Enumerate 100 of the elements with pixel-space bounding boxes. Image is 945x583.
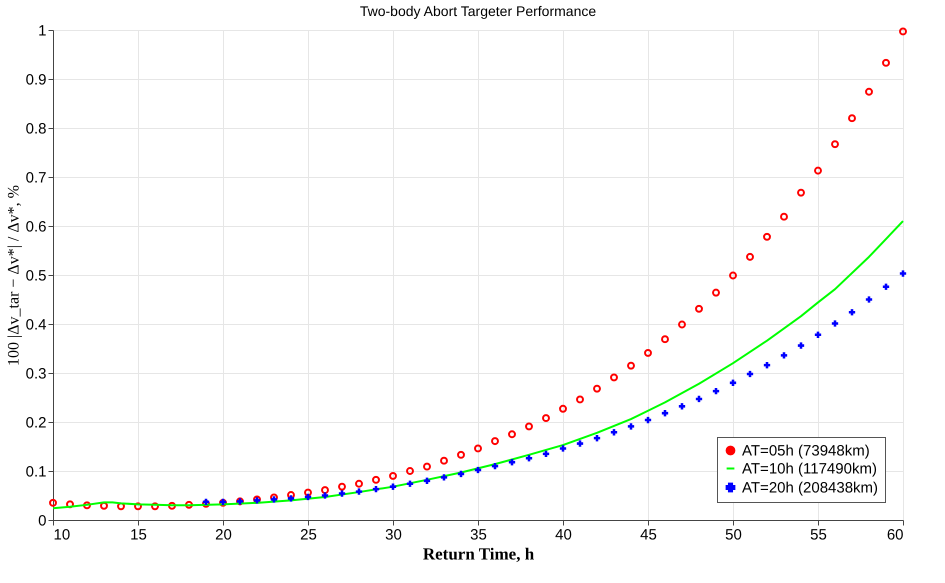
point [593,384,601,393]
x-tick-label: 50 [725,526,742,544]
point [865,88,873,96]
point [440,474,448,481]
point [610,373,618,382]
legend-label: AT=20h (208438km) [742,480,878,496]
point [695,304,703,313]
point [321,486,329,494]
point [696,396,702,402]
point [423,462,431,471]
x-tick-label: 45 [640,526,657,544]
point [117,502,125,510]
x-tick-label: 15 [130,526,147,544]
point [882,58,890,67]
point [526,455,532,462]
point [730,380,736,386]
y-tick-label: 0.8 [26,120,46,138]
point [729,272,737,280]
point [832,320,838,327]
y-tick-label: 0.4 [26,316,46,334]
point [798,342,804,349]
point [270,496,278,503]
line-series [52,220,904,510]
point [185,500,193,509]
legend-label: AT=05h (73948km) [742,442,870,460]
point [458,470,464,478]
point [304,494,312,500]
x-axis-title: Return Time, h [422,544,535,564]
point [797,188,805,197]
y-axis-title: 100 |Δv_tar − Δv*| / Δv*, % [6,185,23,366]
x-tick-label: 60 [886,526,904,544]
point [780,352,788,359]
point [610,429,618,436]
point [746,252,754,261]
point [83,501,91,510]
point [424,478,430,484]
point [440,456,448,465]
point [338,482,346,491]
point [168,502,176,510]
x-tick-label: 35 [470,526,487,544]
point [662,410,668,416]
x-tick-label: 40 [555,526,572,544]
point [644,348,652,357]
point [848,309,856,316]
y-tick-label: 0.7 [26,170,46,186]
x-tick-label: 25 [300,526,317,544]
point [151,502,159,510]
point [712,388,720,394]
point [474,444,482,452]
point [355,480,363,488]
point [542,450,550,458]
point [492,462,498,470]
point [406,480,414,487]
point [628,423,634,430]
y-tick-label: 0.2 [26,414,46,432]
point [712,288,720,297]
point [661,335,669,344]
point [831,140,839,148]
x-tick-label: 10 [54,526,70,544]
y-tick-label: 0.1 [26,464,46,480]
point [389,472,397,480]
point [134,502,142,510]
point [390,484,396,490]
point [882,284,890,290]
point [576,440,584,447]
point [356,488,362,495]
point [338,490,346,497]
point [542,414,550,422]
point [304,488,312,497]
point [678,320,686,328]
x-tick-label: 20 [215,526,232,544]
point [644,416,652,424]
point [848,114,856,122]
point [764,362,770,368]
y-tick-label: 0.5 [26,268,46,284]
point [627,362,635,370]
y-tick-label: 0.9 [26,72,46,88]
point [559,404,567,413]
point [372,476,380,484]
x-tick-label: 30 [385,526,402,544]
point [763,232,771,241]
point [576,396,584,404]
point [814,166,822,175]
point [814,332,822,338]
point [508,430,516,438]
point [270,494,278,502]
point [560,445,566,452]
point [508,459,516,466]
chart-title: Two-body Abort Targeter Performance [360,3,596,19]
point [457,450,465,459]
point [66,500,74,508]
point [406,467,414,475]
point [525,422,533,430]
x-tick-label: 55 [810,526,827,544]
legend-label: AT=10h (117490km) [742,460,877,478]
point [866,296,872,303]
point [202,498,210,506]
y-tick-label: 0.3 [26,366,46,382]
y-tick-label: 0.6 [26,218,46,236]
point [780,212,788,221]
